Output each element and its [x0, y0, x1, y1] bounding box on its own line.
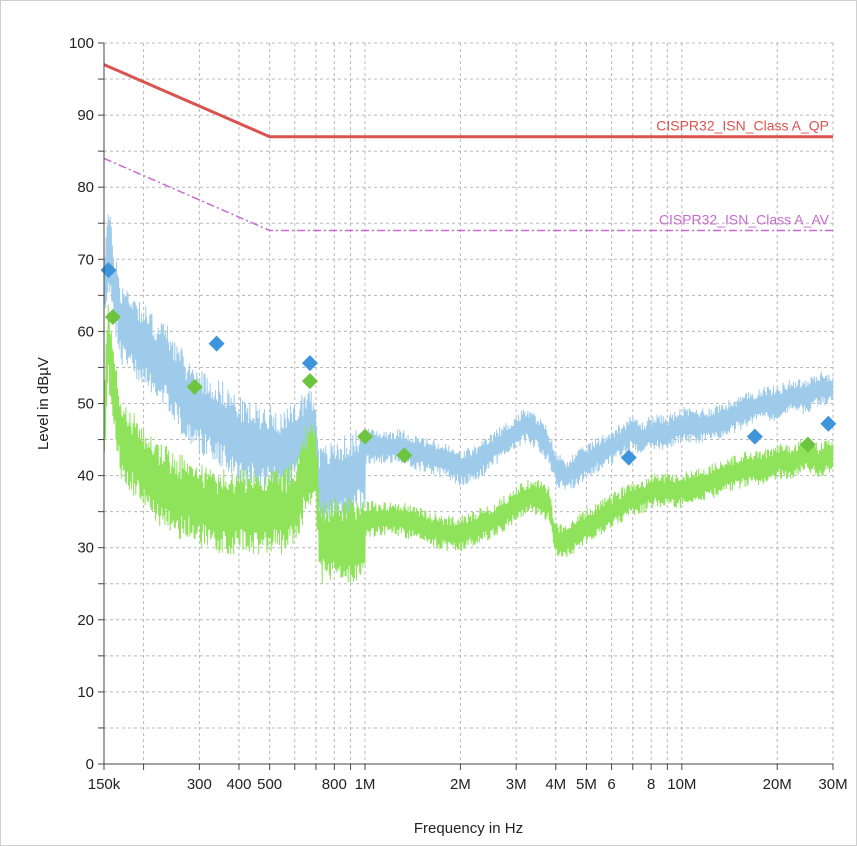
grid — [103, 42, 834, 765]
measurement-traces — [103, 214, 834, 584]
marker-blue — [301, 355, 318, 372]
marker-blue — [620, 449, 637, 466]
x-tick-label: 5M — [576, 776, 597, 793]
x-tick-label: 300 — [187, 776, 212, 793]
marker-green — [799, 436, 816, 453]
y-tick-label: 80 — [77, 179, 94, 196]
y-tick-label: 50 — [77, 396, 94, 413]
x-tick-label: 4M — [545, 776, 566, 793]
x-tick-label: 400 — [226, 776, 251, 793]
x-tick-label: 6 — [607, 776, 615, 793]
marker-green — [396, 447, 413, 464]
marker-green — [357, 428, 374, 445]
y-tick-label: 100 — [69, 35, 94, 52]
y-tick-label: 90 — [77, 107, 94, 124]
marker-blue — [746, 428, 763, 445]
x-tick-label: 8 — [647, 776, 655, 793]
x-tick-label: 10M — [667, 776, 696, 793]
peak-markers — [100, 262, 837, 466]
y-axis-label: Level in dBµV — [35, 357, 52, 450]
limit-lines: CISPR32_ISN_Class A_QP CISPR32_ISN_Class … — [103, 63, 833, 232]
x-tick-label: 150k — [88, 776, 121, 793]
x-tick-label: 2M — [450, 776, 471, 793]
trace-blue — [103, 214, 834, 532]
axes: 0 10 20 30 40 50 60 70 80 90 100 150k 300 400 500 800 1M… — [69, 35, 848, 793]
x-tick-label: 20M — [763, 776, 792, 793]
y-tick-label: 10 — [77, 684, 94, 701]
marker-blue — [208, 335, 225, 352]
y-tick-label: 70 — [77, 251, 94, 268]
limit-line-av — [103, 157, 833, 232]
x-tick-label: 800 — [322, 776, 347, 793]
y-tick-label: 20 — [77, 612, 94, 629]
y-tick-label: 40 — [77, 468, 94, 485]
x-tick-label: 3M — [506, 776, 527, 793]
x-axis-label: Frequency in Hz — [414, 820, 523, 837]
y-tick-label: 60 — [77, 323, 94, 340]
marker-blue — [100, 262, 117, 279]
limit-line-label-av: CISPR32_ISN_Class A_AV — [659, 211, 830, 227]
marker-green — [104, 308, 121, 325]
x-tick-label: 1M — [355, 776, 376, 793]
y-tick-label: 30 — [77, 540, 94, 557]
limit-line-qp — [103, 63, 833, 139]
trace-green — [103, 304, 834, 584]
x-tick-label: 30M — [818, 776, 847, 793]
marker-green — [301, 373, 318, 390]
marker-green — [186, 378, 203, 395]
limit-line-label-qp: CISPR32_ISN_Class A_QP — [656, 118, 829, 134]
y-tick-label: 0 — [86, 756, 94, 773]
marker-blue — [820, 415, 837, 432]
x-tick-label: 500 — [257, 776, 282, 793]
